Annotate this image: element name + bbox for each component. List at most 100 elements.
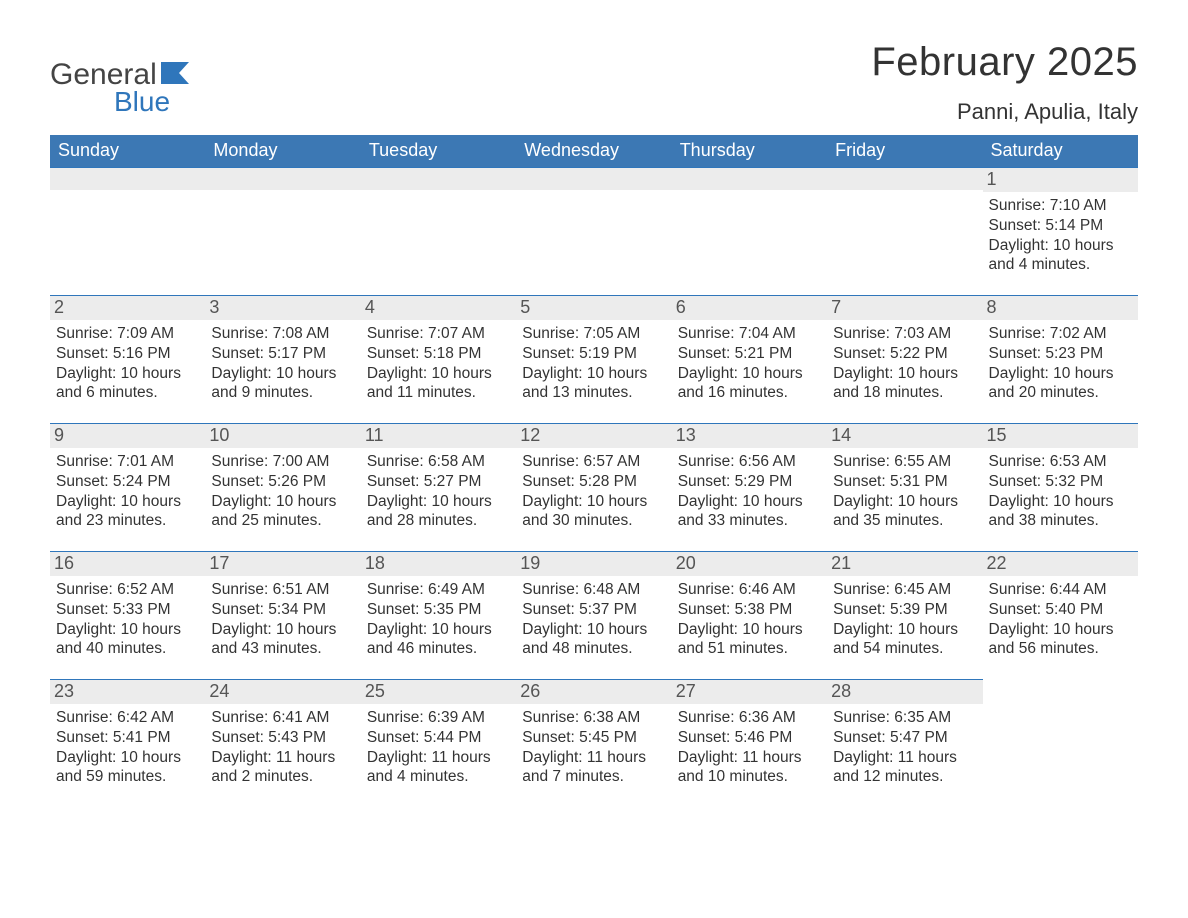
sunset-line: Sunset: 5:38 PM [678, 600, 823, 620]
day-cell: 16Sunrise: 6:52 AMSunset: 5:33 PMDayligh… [50, 551, 205, 679]
day-number-bar: 16 [50, 551, 205, 576]
sunset-label: Sunset: [367, 601, 424, 618]
daylight-line: Daylight: 10 hours and 18 minutes. [833, 364, 978, 404]
sunrise-line: Sunrise: 6:42 AM [56, 708, 201, 728]
sunrise-line: Sunrise: 6:51 AM [211, 580, 356, 600]
daylight-line: Daylight: 11 hours and 12 minutes. [833, 748, 978, 788]
sunset-line: Sunset: 5:41 PM [56, 728, 201, 748]
day-cell: 19Sunrise: 6:48 AMSunset: 5:37 PMDayligh… [516, 551, 671, 679]
weeks-container: 1Sunrise: 7:10 AMSunset: 5:14 PMDaylight… [50, 167, 1138, 807]
sunset-line: Sunset: 5:16 PM [56, 344, 201, 364]
day-body: Sunrise: 7:07 AMSunset: 5:18 PMDaylight:… [365, 324, 512, 403]
sunrise-label: Sunrise: [833, 325, 894, 342]
day-number-bar: 18 [361, 551, 516, 576]
daylight-line: Daylight: 10 hours and 43 minutes. [211, 620, 356, 660]
daylight-label: Daylight: [678, 365, 743, 382]
brand-logo: General Blue [50, 40, 193, 118]
daylight-label: Daylight: [989, 621, 1054, 638]
sunrise-line: Sunrise: 6:44 AM [989, 580, 1134, 600]
sunrise-label: Sunrise: [367, 453, 428, 470]
day-cell [516, 167, 671, 295]
sunrise-label: Sunrise: [678, 325, 739, 342]
day-cell: 11Sunrise: 6:58 AMSunset: 5:27 PMDayligh… [361, 423, 516, 551]
day-cell: 18Sunrise: 6:49 AMSunset: 5:35 PMDayligh… [361, 551, 516, 679]
sunset-label: Sunset: [56, 601, 113, 618]
daylight-label: Daylight: [989, 237, 1054, 254]
sunrise-label: Sunrise: [56, 581, 117, 598]
sunrise-value: 7:07 AM [428, 325, 485, 342]
day-number-bar: 23 [50, 679, 205, 704]
day-body: Sunrise: 6:46 AMSunset: 5:38 PMDaylight:… [676, 580, 823, 659]
sunset-line: Sunset: 5:34 PM [211, 600, 356, 620]
daylight-line: Daylight: 10 hours and 28 minutes. [367, 492, 512, 532]
sunrise-line: Sunrise: 7:00 AM [211, 452, 356, 472]
day-number-bar: 24 [205, 679, 360, 704]
day-body: Sunrise: 6:39 AMSunset: 5:44 PMDaylight:… [365, 708, 512, 787]
title-block: February 2025 Panni, Apulia, Italy [871, 40, 1138, 125]
day-number-bar: 6 [672, 295, 827, 320]
sunrise-line: Sunrise: 7:10 AM [989, 196, 1134, 216]
day-number-bar: 3 [205, 295, 360, 320]
sunset-line: Sunset: 5:35 PM [367, 600, 512, 620]
day-number-bar: 2 [50, 295, 205, 320]
day-number-bar [672, 167, 827, 190]
sunrise-line: Sunrise: 7:01 AM [56, 452, 201, 472]
daylight-label: Daylight: [56, 621, 121, 638]
sunrise-value: 7:03 AM [894, 325, 951, 342]
sunset-value: 5:29 PM [735, 473, 793, 490]
sunrise-label: Sunrise: [678, 453, 739, 470]
sunset-line: Sunset: 5:39 PM [833, 600, 978, 620]
day-cell: 15Sunrise: 6:53 AMSunset: 5:32 PMDayligh… [983, 423, 1138, 551]
sunrise-value: 6:56 AM [739, 453, 796, 470]
sunrise-label: Sunrise: [211, 709, 272, 726]
sunrise-label: Sunrise: [989, 453, 1050, 470]
sunrise-value: 6:44 AM [1050, 581, 1107, 598]
day-body: Sunrise: 7:10 AMSunset: 5:14 PMDaylight:… [987, 196, 1134, 275]
daylight-line: Daylight: 10 hours and 20 minutes. [989, 364, 1134, 404]
day-body: Sunrise: 6:48 AMSunset: 5:37 PMDaylight:… [520, 580, 667, 659]
sunrise-label: Sunrise: [833, 581, 894, 598]
sunrise-value: 6:36 AM [739, 709, 796, 726]
day-cell [50, 167, 205, 295]
sunrise-value: 6:48 AM [583, 581, 640, 598]
sunrise-line: Sunrise: 6:56 AM [678, 452, 823, 472]
daylight-line: Daylight: 11 hours and 7 minutes. [522, 748, 667, 788]
sunset-label: Sunset: [833, 601, 890, 618]
daylight-line: Daylight: 10 hours and 4 minutes. [989, 236, 1134, 276]
day-body: Sunrise: 6:42 AMSunset: 5:41 PMDaylight:… [54, 708, 201, 787]
day-number-bar: 13 [672, 423, 827, 448]
sunset-value: 5:32 PM [1045, 473, 1103, 490]
sunset-label: Sunset: [678, 601, 735, 618]
sunset-line: Sunset: 5:32 PM [989, 472, 1134, 492]
day-body: Sunrise: 7:08 AMSunset: 5:17 PMDaylight:… [209, 324, 356, 403]
sunset-label: Sunset: [367, 729, 424, 746]
day-body: Sunrise: 7:09 AMSunset: 5:16 PMDaylight:… [54, 324, 201, 403]
daylight-line: Daylight: 10 hours and 40 minutes. [56, 620, 201, 660]
sunset-value: 5:46 PM [735, 729, 793, 746]
sunset-label: Sunset: [211, 473, 268, 490]
sunset-label: Sunset: [211, 729, 268, 746]
daylight-line: Daylight: 10 hours and 11 minutes. [367, 364, 512, 404]
daylight-line: Daylight: 10 hours and 35 minutes. [833, 492, 978, 532]
sunrise-line: Sunrise: 7:08 AM [211, 324, 356, 344]
sunrise-label: Sunrise: [56, 325, 117, 342]
sunset-line: Sunset: 5:18 PM [367, 344, 512, 364]
sunset-value: 5:17 PM [268, 345, 326, 362]
sunset-value: 5:39 PM [890, 601, 948, 618]
day-number-bar: 27 [672, 679, 827, 704]
day-cell: 6Sunrise: 7:04 AMSunset: 5:21 PMDaylight… [672, 295, 827, 423]
daylight-label: Daylight: [678, 749, 743, 766]
sunrise-line: Sunrise: 6:46 AM [678, 580, 823, 600]
daylight-line: Daylight: 10 hours and 51 minutes. [678, 620, 823, 660]
day-cell [672, 167, 827, 295]
daylight-label: Daylight: [56, 749, 121, 766]
day-number-bar [361, 167, 516, 190]
sunrise-line: Sunrise: 6:58 AM [367, 452, 512, 472]
sunset-line: Sunset: 5:31 PM [833, 472, 978, 492]
sunset-line: Sunset: 5:22 PM [833, 344, 978, 364]
sunset-label: Sunset: [367, 345, 424, 362]
sunset-line: Sunset: 5:46 PM [678, 728, 823, 748]
week-row: 23Sunrise: 6:42 AMSunset: 5:41 PMDayligh… [50, 679, 1138, 807]
dow-cell: Saturday [983, 135, 1138, 167]
day-number-bar: 5 [516, 295, 671, 320]
